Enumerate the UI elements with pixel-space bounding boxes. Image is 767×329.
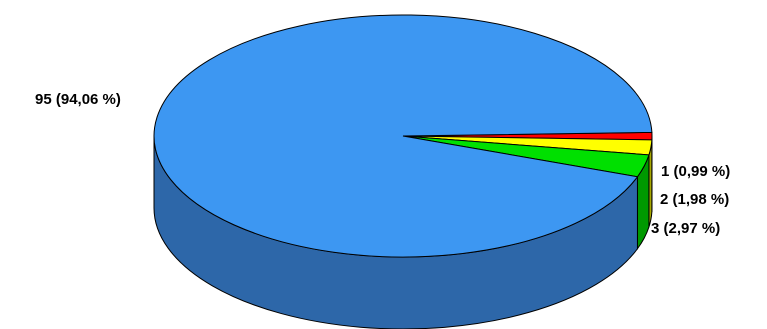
pie-label-layer: 95 (94,06 %) 1 (0,99 %) 2 (1,98 %) 3 (2,… [35,91,730,237]
slice-label-2: 2 (1,98 %) [660,191,729,208]
pie-slice-95 [153,14,653,258]
slice-label-3: 3 (2,97 %) [651,220,720,237]
slice-label-1: 1 (0,99 %) [661,163,730,180]
pie-top-layer [153,14,653,258]
slice-label-95: 95 (94,06 %) [35,91,121,108]
